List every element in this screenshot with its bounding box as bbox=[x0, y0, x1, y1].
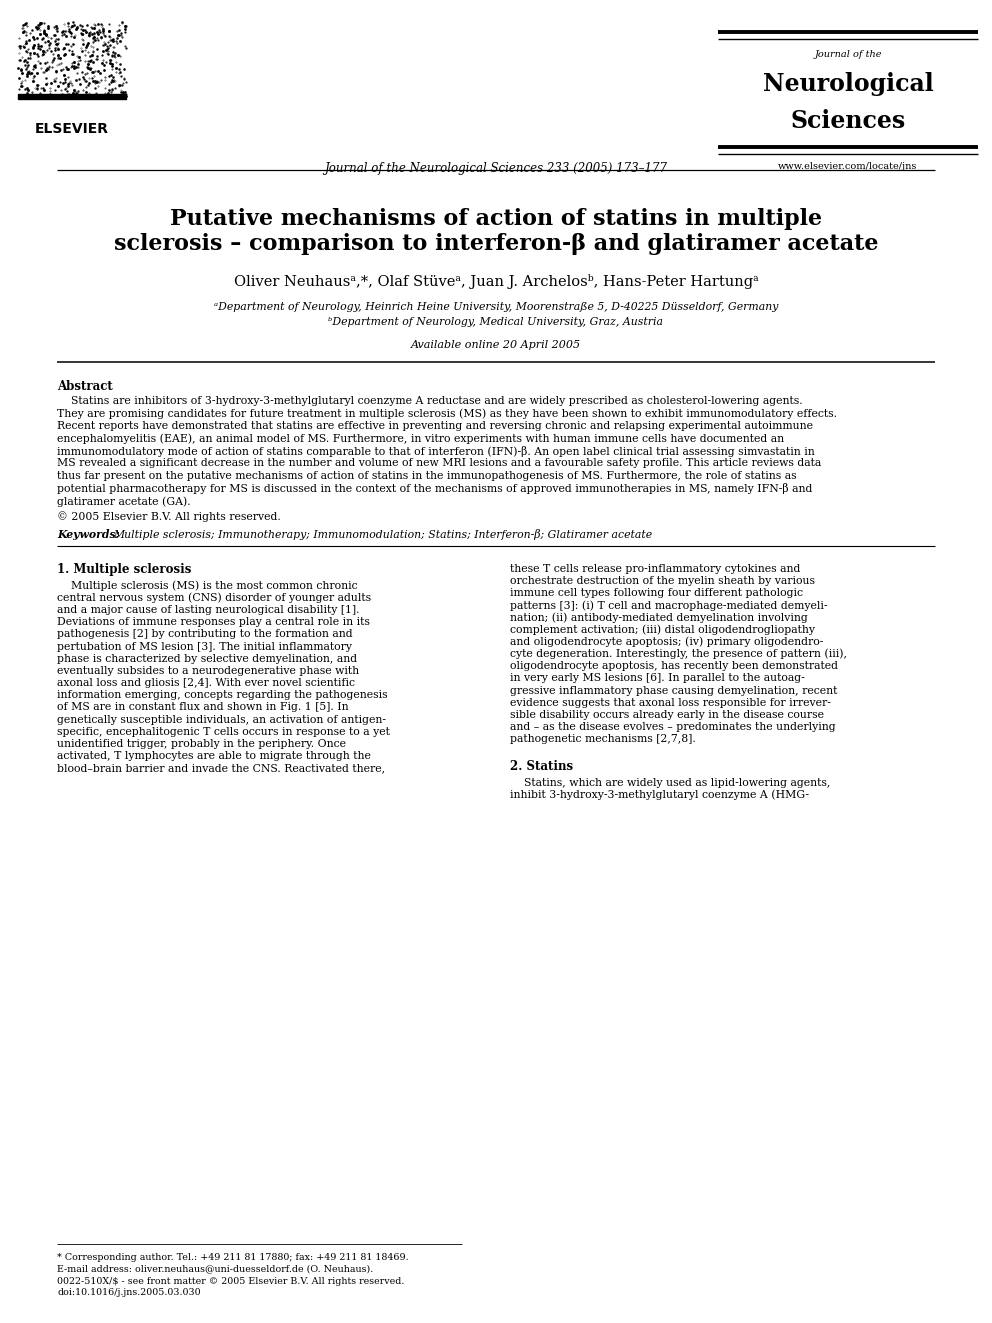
Text: oligodendrocyte apoptosis, has recently been demonstrated: oligodendrocyte apoptosis, has recently … bbox=[510, 662, 838, 671]
Text: * Corresponding author. Tel.: +49 211 81 17880; fax: +49 211 81 18469.: * Corresponding author. Tel.: +49 211 81… bbox=[57, 1253, 409, 1262]
Text: these T cells release pro-inflammatory cytokines and: these T cells release pro-inflammatory c… bbox=[510, 564, 801, 573]
Text: glatiramer acetate (GA).: glatiramer acetate (GA). bbox=[57, 496, 190, 507]
Text: evidence suggests that axonal loss responsible for irrever-: evidence suggests that axonal loss respo… bbox=[510, 697, 831, 708]
Text: immunomodulatory mode of action of statins comparable to that of interferon (IFN: immunomodulatory mode of action of stati… bbox=[57, 446, 814, 456]
Text: unidentified trigger, probably in the periphery. Once: unidentified trigger, probably in the pe… bbox=[57, 740, 346, 749]
Text: and – as the disease evolves – predominates the underlying: and – as the disease evolves – predomina… bbox=[510, 722, 835, 732]
Text: Journal of the Neurological Sciences 233 (2005) 173–177: Journal of the Neurological Sciences 233… bbox=[324, 161, 668, 175]
Text: They are promising candidates for future treatment in multiple sclerosis (MS) as: They are promising candidates for future… bbox=[57, 409, 837, 419]
Text: of MS are in constant flux and shown in Fig. 1 [5]. In: of MS are in constant flux and shown in … bbox=[57, 703, 348, 713]
Text: pathogenetic mechanisms [2,7,8].: pathogenetic mechanisms [2,7,8]. bbox=[510, 734, 695, 745]
Text: complement activation; (iii) distal oligodendrogliopathy: complement activation; (iii) distal olig… bbox=[510, 624, 815, 635]
Text: Statins are inhibitors of 3-hydroxy-3-methylglutaryl coenzyme A reductase and ar: Statins are inhibitors of 3-hydroxy-3-me… bbox=[57, 396, 803, 406]
Text: sible disability occurs already early in the disease course: sible disability occurs already early in… bbox=[510, 710, 824, 720]
Text: © 2005 Elsevier B.V. All rights reserved.: © 2005 Elsevier B.V. All rights reserved… bbox=[57, 512, 281, 523]
Text: ᵃDepartment of Neurology, Heinrich Heine University, Moorenstraße 5, D-40225 Düs: ᵃDepartment of Neurology, Heinrich Heine… bbox=[214, 302, 778, 312]
Text: eventually subsides to a neurodegenerative phase with: eventually subsides to a neurodegenerati… bbox=[57, 665, 359, 676]
Text: encephalomyelitis (EAE), an animal model of MS. Furthermore, in vitro experiment: encephalomyelitis (EAE), an animal model… bbox=[57, 434, 784, 445]
Text: Multiple sclerosis; Immunotherapy; Immunomodulation; Statins; Interferon-β; Glat: Multiple sclerosis; Immunotherapy; Immun… bbox=[113, 529, 652, 541]
Text: and oligodendrocyte apoptosis; (iv) primary oligodendro-: and oligodendrocyte apoptosis; (iv) prim… bbox=[510, 636, 823, 647]
Text: www.elsevier.com/locate/jns: www.elsevier.com/locate/jns bbox=[779, 161, 918, 171]
Text: pathogenesis [2] by contributing to the formation and: pathogenesis [2] by contributing to the … bbox=[57, 630, 352, 639]
Text: nation; (ii) antibody-mediated demyelination involving: nation; (ii) antibody-mediated demyelina… bbox=[510, 613, 807, 623]
Text: Oliver Neuhausᵃ,*, Olaf Stüveᵃ, Juan J. Archelosᵇ, Hans-Peter Hartungᵃ: Oliver Neuhausᵃ,*, Olaf Stüveᵃ, Juan J. … bbox=[234, 274, 758, 288]
Text: ᵇDepartment of Neurology, Medical University, Graz, Austria: ᵇDepartment of Neurology, Medical Univer… bbox=[328, 318, 664, 327]
Text: gressive inflammatory phase causing demyelination, recent: gressive inflammatory phase causing demy… bbox=[510, 685, 837, 696]
Text: 0022-510X/$ - see front matter © 2005 Elsevier B.V. All rights reserved.: 0022-510X/$ - see front matter © 2005 El… bbox=[57, 1277, 405, 1286]
Text: blood–brain barrier and invade the CNS. Reactivated there,: blood–brain barrier and invade the CNS. … bbox=[57, 763, 385, 774]
Text: MS revealed a significant decrease in the number and volume of new MRI lesions a: MS revealed a significant decrease in th… bbox=[57, 459, 821, 468]
Text: Available online 20 April 2005: Available online 20 April 2005 bbox=[411, 340, 581, 351]
Text: Sciences: Sciences bbox=[791, 108, 906, 134]
Text: Journal of the: Journal of the bbox=[814, 50, 882, 60]
Text: cyte degeneration. Interestingly, the presence of pattern (iii),: cyte degeneration. Interestingly, the pr… bbox=[510, 648, 847, 659]
Text: patterns [3]: (i) T cell and macrophage-mediated demyeli-: patterns [3]: (i) T cell and macrophage-… bbox=[510, 601, 827, 611]
Text: Deviations of immune responses play a central role in its: Deviations of immune responses play a ce… bbox=[57, 617, 370, 627]
Text: pertubation of MS lesion [3]. The initial inflammatory: pertubation of MS lesion [3]. The initia… bbox=[57, 642, 352, 651]
Text: E-mail address: oliver.neuhaus@uni-duesseldorf.de (O. Neuhaus).: E-mail address: oliver.neuhaus@uni-duess… bbox=[57, 1263, 373, 1273]
Text: phase is characterized by selective demyelination, and: phase is characterized by selective demy… bbox=[57, 654, 357, 664]
Text: orchestrate destruction of the myelin sheath by various: orchestrate destruction of the myelin sh… bbox=[510, 576, 815, 586]
Text: and a major cause of lasting neurological disability [1].: and a major cause of lasting neurologica… bbox=[57, 605, 359, 615]
Text: potential pharmacotherapy for MS is discussed in the context of the mechanisms o: potential pharmacotherapy for MS is disc… bbox=[57, 483, 812, 495]
Text: central nervous system (CNS) disorder of younger adults: central nervous system (CNS) disorder of… bbox=[57, 593, 371, 603]
Text: Neurological: Neurological bbox=[763, 71, 933, 97]
Text: thus far present on the putative mechanisms of action of statins in the immunopa: thus far present on the putative mechani… bbox=[57, 471, 797, 482]
Text: Putative mechanisms of action of statins in multiple: Putative mechanisms of action of statins… bbox=[170, 208, 822, 230]
Text: genetically susceptible individuals, an activation of antigen-: genetically susceptible individuals, an … bbox=[57, 714, 386, 725]
Text: Abstract: Abstract bbox=[57, 380, 113, 393]
Text: 2. Statins: 2. Statins bbox=[510, 761, 573, 774]
Text: inhibit 3-hydroxy-3-methylglutaryl coenzyme A (HMG-: inhibit 3-hydroxy-3-methylglutaryl coenz… bbox=[510, 790, 809, 800]
Text: Multiple sclerosis (MS) is the most common chronic: Multiple sclerosis (MS) is the most comm… bbox=[57, 581, 358, 591]
Text: Statins, which are widely used as lipid-lowering agents,: Statins, which are widely used as lipid-… bbox=[510, 778, 830, 787]
Text: specific, encephalitogenic T cells occurs in response to a yet: specific, encephalitogenic T cells occur… bbox=[57, 726, 390, 737]
Text: axonal loss and gliosis [2,4]. With ever novel scientific: axonal loss and gliosis [2,4]. With ever… bbox=[57, 679, 355, 688]
Text: sclerosis – comparison to interferon-β and glatiramer acetate: sclerosis – comparison to interferon-β a… bbox=[114, 233, 878, 255]
Bar bbox=[18, 94, 126, 98]
Text: Keywords:: Keywords: bbox=[57, 529, 120, 541]
Text: activated, T lymphocytes are able to migrate through the: activated, T lymphocytes are able to mig… bbox=[57, 751, 371, 761]
Text: Recent reports have demonstrated that statins are effective in preventing and re: Recent reports have demonstrated that st… bbox=[57, 421, 813, 431]
Text: information emerging, concepts regarding the pathogenesis: information emerging, concepts regarding… bbox=[57, 691, 388, 700]
Text: immune cell types following four different pathologic: immune cell types following four differe… bbox=[510, 587, 803, 598]
Text: doi:10.1016/j.jns.2005.03.030: doi:10.1016/j.jns.2005.03.030 bbox=[57, 1289, 200, 1297]
Text: 1. Multiple sclerosis: 1. Multiple sclerosis bbox=[57, 564, 191, 577]
Text: in very early MS lesions [6]. In parallel to the autoag-: in very early MS lesions [6]. In paralle… bbox=[510, 673, 805, 683]
Text: ELSEVIER: ELSEVIER bbox=[35, 122, 109, 136]
